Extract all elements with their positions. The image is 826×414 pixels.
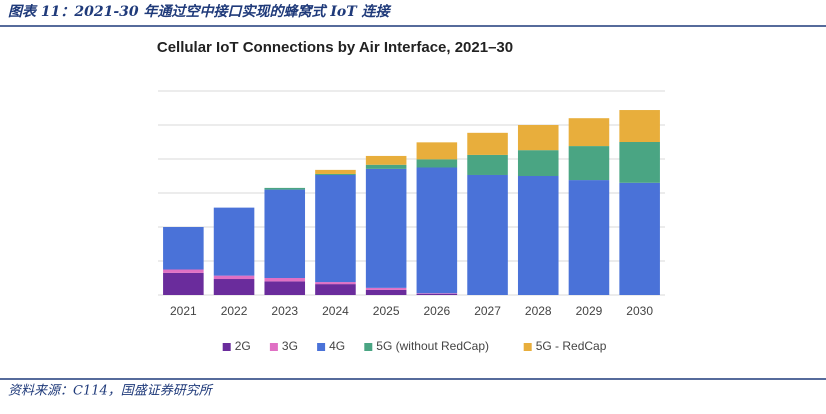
bar-segment [213,275,255,280]
legend-swatch [317,343,326,351]
bar-segment [365,289,407,295]
legend-label: 3G [282,339,298,353]
legend-swatch [523,343,532,351]
chart-title: Cellular IoT Connections by Air Interfac… [157,39,513,56]
bar-segment [365,168,407,288]
x-tick-label: 2025 [373,304,400,318]
bar-segment [163,269,204,273]
x-tick-label: 2024 [322,304,349,318]
x-tick-label: 2030 [626,304,653,318]
bar-segment [517,125,559,151]
bar-segment [416,293,458,295]
bar-segment [264,189,306,278]
bar-segment [416,142,458,160]
legend-swatch [222,343,231,351]
bar-segment [467,132,508,155]
x-tick-label: 2026 [423,304,450,318]
bar-segment [315,173,356,175]
legend-label: 5G (without RedCap) [376,339,489,353]
bar-segment [619,142,660,183]
x-tick-label: 2029 [576,304,603,318]
bar-segment [416,293,458,294]
bar-segment [163,272,204,295]
bar-segment [517,150,559,176]
x-tick-label: 2021 [170,304,197,318]
x-tick-label: 2027 [474,304,501,318]
bar-segment [416,167,458,294]
bar-segment [213,279,255,295]
legend-label: 4G [329,339,345,353]
bar-segment [264,278,306,282]
bar-segment [568,180,610,295]
bar-segment [264,281,306,295]
bar-segment [365,155,407,165]
bar-segment [315,174,356,283]
bar-segment [365,287,407,290]
x-tick-label: 2028 [525,304,552,318]
legend-swatch [364,343,373,351]
bar-segment [416,159,458,168]
bar-segment [467,154,508,175]
x-tick-label: 2022 [221,304,248,318]
bar-segment [213,207,255,276]
legend-swatch [269,343,278,351]
bar-segment [315,284,356,295]
bar-segment [467,174,508,295]
bar-segment [163,227,204,270]
source: 资料来源：C114，国盛证券研究所 [8,383,214,399]
legend-label: 5G - RedCap [536,339,607,353]
bar-segment [619,110,660,142]
bar-segment [517,176,559,295]
bar-segment [315,282,356,285]
x-tick-label: 2023 [271,304,298,318]
bar-segment [264,187,306,190]
bar-segment [365,164,407,169]
bar-segment [568,118,610,147]
bar-segment [619,182,660,295]
legend-label: 2G [235,339,251,353]
figure-title: 图表 11：2021-30 年通过空中接口实现的蜂窝式 IoT 连接 [8,3,392,20]
bar-segment [315,169,356,174]
bar-segment [568,146,610,181]
